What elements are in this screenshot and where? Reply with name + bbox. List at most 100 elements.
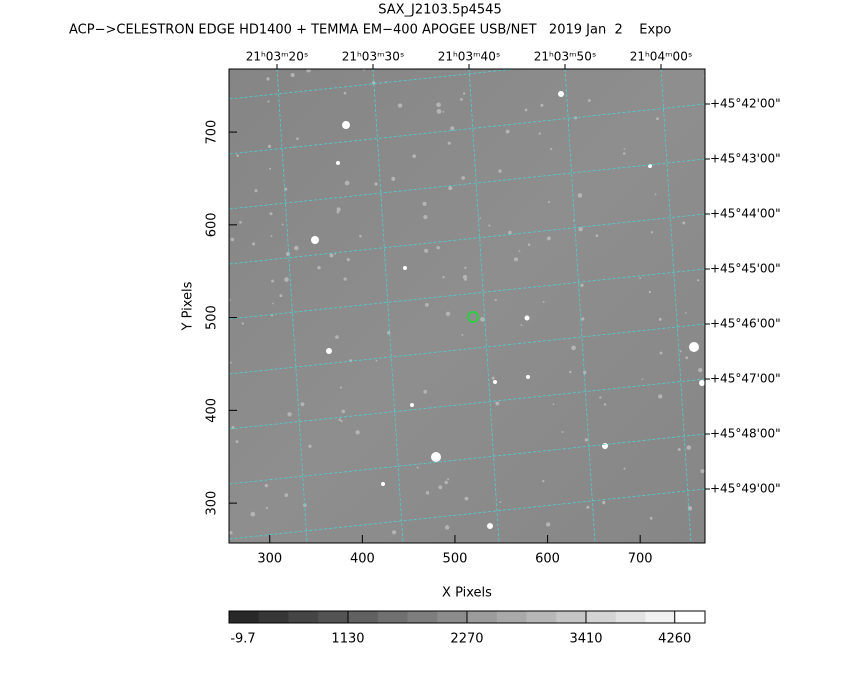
ra-label: 21ʰ04ᵐ00ˢ (630, 50, 693, 64)
faint-star (391, 530, 397, 535)
faint-star (460, 98, 463, 101)
faint-star (252, 242, 256, 246)
faint-star (685, 356, 689, 360)
dec-label: +45°48'00" (710, 427, 781, 441)
faint-star (682, 221, 686, 225)
faint-star (546, 236, 551, 241)
faint-star (552, 403, 555, 406)
faint-star (498, 169, 502, 173)
faint-star (447, 141, 451, 145)
faint-star (339, 386, 342, 389)
dec-label: +45°46'00" (710, 317, 781, 331)
faint-star (462, 92, 466, 95)
faint-star (595, 234, 599, 238)
y-tick-label: 400 (205, 398, 220, 423)
faint-star (397, 103, 403, 108)
faint-star (436, 246, 440, 250)
faint-star (463, 277, 468, 281)
colorbar-tick-label: 3410 (569, 632, 602, 647)
faint-star (623, 467, 626, 470)
faint-star (341, 409, 346, 414)
bright-star (689, 342, 699, 352)
faint-star (686, 445, 692, 450)
faint-star (677, 447, 681, 451)
faint-star (623, 148, 626, 150)
faint-star (422, 201, 427, 206)
dec-label: +45°49'00" (710, 482, 781, 496)
colorbar-step (526, 611, 557, 623)
faint-star (698, 367, 703, 373)
bright-star (311, 236, 319, 244)
x-tick-label: 700 (628, 552, 653, 567)
ra-grid-line (372, 69, 404, 543)
dec-label: +45°47'00" (710, 372, 781, 386)
faint-star (229, 530, 233, 535)
faint-star (658, 317, 662, 321)
faint-star (518, 250, 521, 253)
faint-star (445, 311, 451, 317)
x-tick-label: 500 (443, 552, 468, 567)
faint-star (279, 294, 283, 298)
faint-star (294, 245, 299, 251)
faint-star (540, 103, 544, 107)
faint-star (444, 480, 448, 485)
faint-star (527, 243, 531, 246)
faint-star (236, 154, 239, 157)
ra-grid-line (468, 69, 500, 543)
faint-star (508, 230, 512, 235)
chart-subtitle: ACP−>CELESTRON EDGE HD1400 + TEMMA EM−40… (69, 23, 671, 38)
faint-star (658, 394, 663, 399)
faint-star (300, 402, 305, 407)
faint-star (268, 167, 272, 170)
y-tick-label: 300 (205, 491, 220, 516)
colorbar-step (496, 611, 527, 623)
colorbar-step (615, 611, 646, 623)
bright-star (524, 315, 530, 321)
faint-star (700, 469, 705, 474)
ra-label: 21ʰ03ᵐ40ˢ (438, 50, 501, 64)
faint-star (586, 505, 590, 509)
faint-star (272, 302, 274, 305)
faint-star (416, 466, 419, 469)
faint-star (538, 132, 541, 135)
faint-star (641, 378, 644, 381)
faint-star (284, 493, 289, 497)
faint-star (424, 302, 429, 307)
faint-star (599, 396, 602, 399)
faint-star (296, 137, 299, 141)
bright-star (602, 443, 608, 449)
faint-star (250, 511, 256, 517)
ra-grid-line (757, 69, 787, 543)
faint-star (603, 403, 607, 406)
faint-star (281, 223, 284, 226)
faint-star (447, 478, 450, 481)
faint-star (545, 522, 551, 527)
faint-star (649, 516, 653, 520)
faint-star (284, 277, 289, 282)
faint-star (285, 251, 291, 257)
faint-star (571, 345, 576, 351)
faint-star (491, 376, 495, 380)
bright-star (431, 452, 441, 462)
y-tick-label: 700 (205, 120, 220, 145)
faint-star (461, 333, 464, 336)
faint-star (287, 412, 292, 417)
faint-star (267, 100, 270, 103)
faint-star (587, 99, 591, 103)
bright-star (493, 380, 497, 384)
faint-star (424, 248, 429, 253)
bright-star (326, 348, 332, 354)
faint-star (412, 154, 417, 159)
faint-star (355, 430, 360, 435)
faint-star (464, 266, 467, 269)
faint-star (264, 483, 269, 488)
plot-frame (228, 68, 706, 544)
faint-star (479, 217, 482, 220)
faint-star (542, 300, 545, 303)
colorbar-step (586, 611, 617, 623)
faint-star (648, 290, 652, 294)
bright-star (558, 91, 564, 97)
colorbar-step (437, 611, 468, 623)
faint-star (267, 144, 272, 148)
